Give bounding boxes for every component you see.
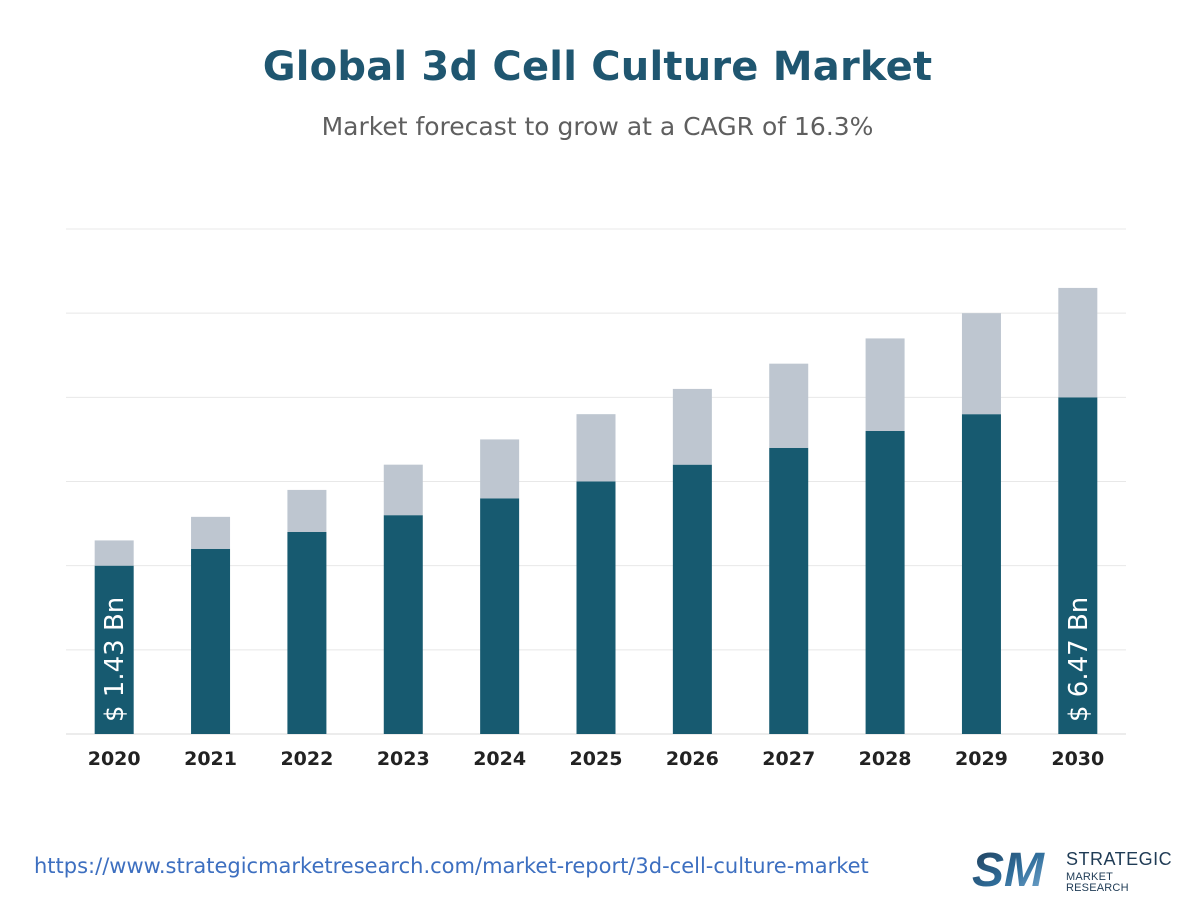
x-tick-label: 2025	[570, 748, 623, 770]
x-tick-label: 2030	[1051, 748, 1104, 770]
x-tick-label: 2022	[280, 748, 333, 770]
x-tick-label: 2023	[377, 748, 430, 770]
x-tick-label: 2028	[859, 748, 912, 770]
x-tick-label: 2029	[955, 748, 1008, 770]
bar-2027-seg2	[769, 363, 809, 448]
sm-logo-icon: SM	[972, 844, 1045, 897]
x-tick-label: 2024	[473, 748, 526, 770]
data-label: $ 1.43 Bn	[100, 597, 130, 722]
chart-subtitle: Market forecast to grow at a CAGR of 16.…	[321, 112, 874, 141]
bar-2025-seg1	[576, 481, 616, 734]
bar-2024-seg2	[480, 439, 520, 499]
bar-2025-seg2	[576, 414, 616, 482]
x-tick-label: 2027	[762, 748, 815, 770]
bar-2020-seg1	[94, 565, 134, 734]
x-tick-label: 2021	[184, 748, 237, 770]
bar-2020-seg2	[94, 540, 134, 566]
bar-2023-seg1	[383, 515, 423, 734]
x-tick-label: 2026	[666, 748, 719, 770]
bar-2028-seg2	[865, 338, 905, 431]
bar-2026-seg1	[672, 464, 712, 734]
logo-text-line1: STRATEGIC	[1066, 849, 1173, 869]
bar-2021-seg2	[191, 516, 231, 549]
bar-2028-seg1	[865, 431, 905, 734]
chart-title: Global 3d Cell Culture Market	[262, 44, 933, 90]
bar-2029-seg1	[961, 414, 1001, 734]
source-url-link[interactable]: https://www.strategicmarketresearch.com/…	[34, 854, 869, 878]
bar-2027-seg1	[769, 447, 809, 734]
company-logo: SM STRATEGIC MARKET RESEARCH	[970, 842, 1173, 897]
logo-mark: SM	[972, 844, 1045, 892]
bar-2030-seg1	[1058, 397, 1098, 734]
bar-2029-seg2	[961, 313, 1001, 415]
logo-text-line2: MARKET RESEARCH	[1066, 871, 1129, 894]
bar-2024-seg1	[480, 498, 520, 734]
x-tick-label: 2020	[88, 748, 141, 770]
bar-2023-seg2	[383, 464, 423, 516]
bar-2022-seg1	[287, 532, 327, 734]
bar-2021-seg1	[191, 548, 231, 734]
bar-2030-seg2	[1058, 287, 1098, 398]
data-label: $ 6.47 Bn	[1064, 597, 1094, 722]
bar-2022-seg2	[287, 489, 327, 532]
bar-2026-seg2	[672, 388, 712, 465]
